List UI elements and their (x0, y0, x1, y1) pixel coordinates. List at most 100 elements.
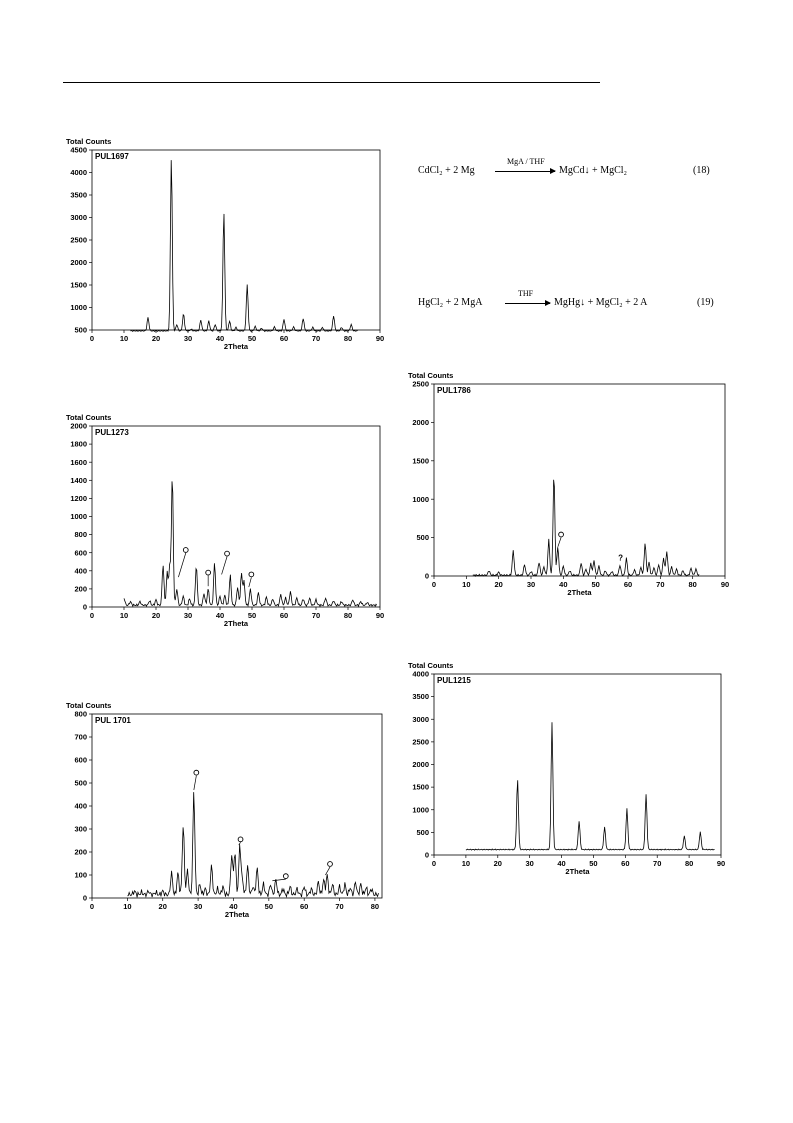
x-tick-label: 20 (159, 902, 167, 911)
x-tick-label: 20 (152, 334, 160, 343)
phase-marker-circle (205, 569, 212, 576)
y-tick-label: 0 (425, 572, 429, 581)
x-tick-label: 30 (527, 580, 535, 589)
x-tick-label: 90 (717, 859, 725, 868)
diffraction-pattern-line (127, 792, 379, 899)
x-tick-label: 70 (653, 859, 661, 868)
x-tick-label: 80 (688, 580, 696, 589)
x-axis-label: 2Theta (567, 588, 592, 597)
equation-18-number: (18) (693, 165, 710, 176)
y-tick-label: 1000 (412, 805, 429, 814)
plot-frame (91, 149, 381, 331)
diffraction-pattern-line (123, 481, 378, 608)
x-tick-label: 0 (90, 902, 94, 911)
y-tick-label: 500 (74, 779, 87, 788)
equation-19-condition: THF (518, 289, 534, 298)
y-tick-label: 100 (74, 871, 87, 880)
x-tick-label: 50 (589, 859, 597, 868)
equation-19-number: (19) (697, 297, 714, 308)
equation-18: CdCl₂ + 2 Mg MgA / THF MgCd↓ + MgCl₂ (18… (418, 157, 718, 182)
y-tick-label: 1400 (70, 476, 87, 485)
y-tick-label: 3500 (412, 692, 429, 701)
y-tick-label: 0 (425, 851, 429, 860)
xrd-chart-pul1701: Total Counts PUL 1701 0 100 200 300 400 500 600 7… (62, 690, 392, 922)
x-tick-label: 10 (120, 334, 128, 343)
x-tick-label: 20 (152, 611, 160, 620)
x-tick-label: 20 (494, 859, 502, 868)
x-axis-label: 2Theta (224, 342, 249, 351)
y-tick-label: 3500 (70, 191, 87, 200)
y-tick-label: 500 (416, 533, 429, 542)
x-tick-label: 80 (344, 611, 352, 620)
sample-label: PUL1697 (95, 152, 129, 161)
diffraction-pattern-line (465, 722, 715, 851)
header-rule (63, 82, 600, 83)
y-tick-label: 200 (74, 585, 87, 594)
y-tick-label: 1800 (70, 440, 87, 449)
x-tick-label: 50 (265, 902, 273, 911)
xrd-chart-pul1215: Total Counts PUL1215 0 500 1000 1500 2000 2500 3… (404, 654, 744, 882)
y-tick-label: 3000 (70, 213, 87, 222)
y-tick-label: 500 (416, 828, 429, 837)
x-tick-label: 60 (621, 859, 629, 868)
phase-marker-circle (182, 547, 189, 553)
x-tick-label: 0 (432, 580, 436, 589)
x-tick-label: 30 (194, 902, 202, 911)
phase-marker-question: ? (618, 554, 623, 563)
equation-19-arrow (505, 300, 551, 306)
x-tick-label: 60 (280, 611, 288, 620)
y-tick-label: 4000 (412, 670, 429, 679)
x-tick-label: 40 (216, 611, 224, 620)
marker-leader (272, 878, 286, 882)
x-tick-label: 70 (656, 580, 664, 589)
phase-marker-circle (224, 550, 230, 557)
y-axis-label: Total Counts (66, 137, 111, 146)
equation-19-reactants: HgCl₂ + 2 MgA (418, 297, 483, 308)
x-axis-label: 2Theta (565, 867, 590, 876)
phase-marker-circle (282, 873, 289, 880)
x-tick-label: 80 (344, 334, 352, 343)
marker-leader (325, 866, 331, 876)
y-tick-label: 4000 (70, 168, 87, 177)
x-tick-label: 60 (300, 902, 308, 911)
y-tick-label: 700 (74, 733, 87, 742)
y-tick-label: 300 (74, 825, 87, 834)
y-tick-label: 1000 (70, 512, 87, 521)
x-tick-label: 30 (184, 334, 192, 343)
x-tick-label: 20 (494, 580, 502, 589)
y-tick-label: 4500 (70, 146, 87, 155)
marker-leader (178, 552, 187, 578)
diffraction-pattern-line (472, 479, 700, 578)
x-tick-label: 10 (462, 859, 470, 868)
x-tick-label: 90 (721, 580, 729, 589)
marker-leader (221, 556, 228, 575)
x-axis-label: 2Theta (224, 619, 249, 628)
sample-label: PUL1786 (437, 386, 471, 395)
y-tick-label: 400 (74, 566, 87, 575)
x-tick-label: 40 (216, 334, 224, 343)
y-axis-label: Total Counts (66, 701, 111, 710)
y-tick-label: 600 (74, 756, 87, 765)
y-tick-label: 500 (74, 326, 87, 335)
x-tick-label: 40 (559, 580, 567, 589)
y-tick-label: 2000 (70, 258, 87, 267)
marker-leader (248, 577, 252, 588)
x-tick-label: 10 (123, 902, 131, 911)
equation-18-arrow (495, 168, 556, 174)
y-tick-label: 2000 (70, 422, 87, 431)
marker-leader (238, 842, 241, 846)
y-axis-label: Total Counts (408, 371, 453, 380)
xrd-chart-pul1273: Total Counts PUL1273 0 200 400 600 800 1000 1200… (62, 404, 392, 634)
plot-frame (433, 383, 726, 577)
marker-leader (557, 537, 562, 547)
marker-leader (193, 775, 197, 790)
x-axis-label: 2Theta (225, 910, 250, 919)
y-tick-label: 2500 (412, 380, 429, 389)
x-tick-label: 60 (624, 580, 632, 589)
x-tick-label: 70 (312, 334, 320, 343)
y-tick-label: 800 (74, 710, 87, 719)
sample-label: PUL1215 (437, 676, 471, 685)
y-tick-label: 400 (74, 802, 87, 811)
equation-18-products: MgCd↓ + MgCl₂ (559, 165, 628, 176)
equation-19-products: MgHg↓ + MgCl₂ + 2 A (554, 297, 648, 308)
